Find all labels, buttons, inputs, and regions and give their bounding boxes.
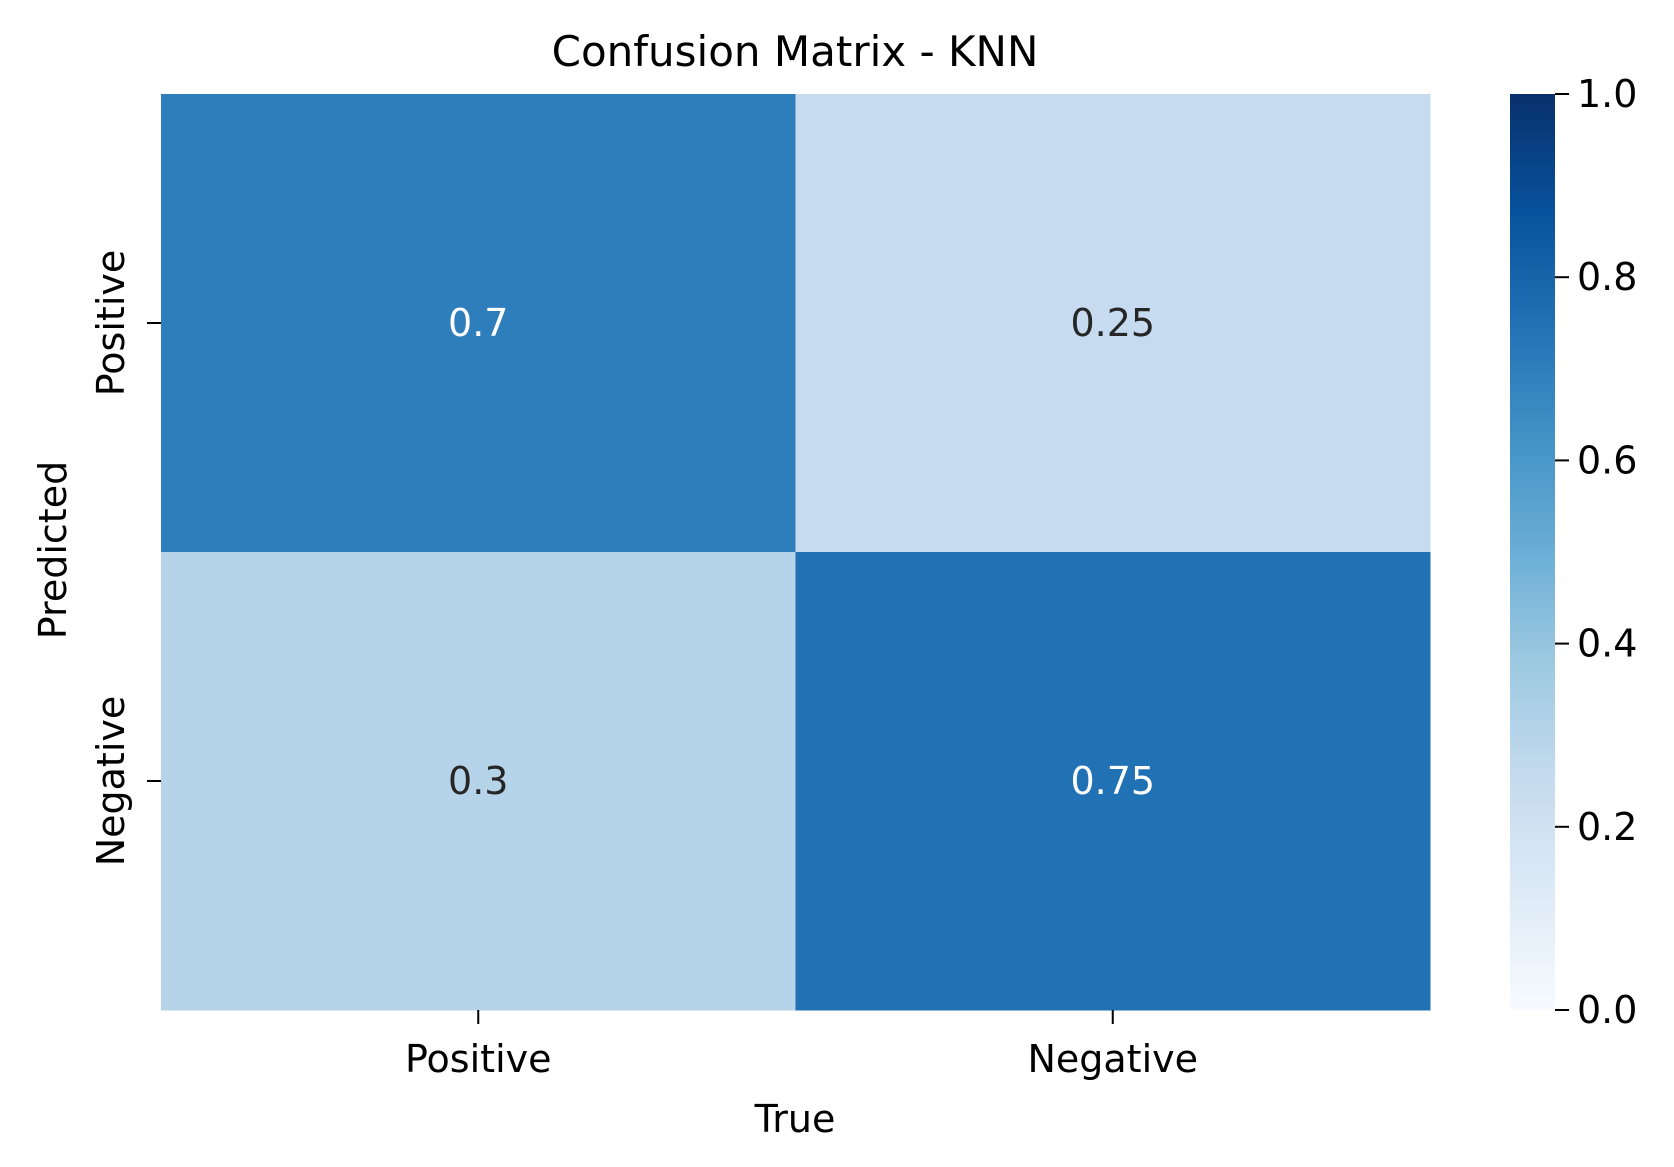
cell-value-label: 0.3 (448, 759, 508, 803)
heatmap-cells (161, 94, 1431, 1011)
y-axis: Positive Negative (89, 250, 161, 867)
x-axis: Positive Negative (405, 1010, 1198, 1081)
heatmap-cell (795, 552, 1431, 1011)
colorbar: 0.0 0.2 0.4 0.6 0.8 1.0 (1510, 72, 1637, 1032)
x-axis-label: True (754, 1097, 836, 1141)
y-axis-label: Predicted (31, 461, 75, 639)
chart-title: Confusion Matrix - KNN (552, 27, 1039, 76)
colorbar-ticks: 0.0 0.2 0.4 0.6 0.8 1.0 (1555, 72, 1637, 1032)
colorbar-gradient (1510, 94, 1555, 1010)
heatmap-annotations: 0.7 0.25 0.3 0.75 (448, 301, 1155, 803)
colorbar-tick-label: 1.0 (1577, 72, 1637, 116)
cell-value-label: 0.7 (448, 301, 508, 345)
colorbar-tick-label: 0.4 (1577, 622, 1637, 666)
heatmap-cell (795, 94, 1431, 553)
heatmap-cell (161, 94, 796, 553)
colorbar-tick-label: 0.0 (1577, 988, 1637, 1032)
colorbar-tick-label: 0.8 (1577, 255, 1637, 299)
y-tick-label: Positive (89, 250, 133, 397)
colorbar-tick-label: 0.6 (1577, 438, 1637, 482)
colorbar-tick-label: 0.2 (1577, 805, 1637, 849)
x-tick-label: Positive (405, 1037, 552, 1081)
y-tick-label: Negative (89, 696, 133, 867)
cell-value-label: 0.25 (1070, 301, 1155, 345)
cell-value-label: 0.75 (1070, 759, 1155, 803)
heatmap-cell (161, 552, 796, 1011)
x-tick-label: Negative (1027, 1037, 1198, 1081)
